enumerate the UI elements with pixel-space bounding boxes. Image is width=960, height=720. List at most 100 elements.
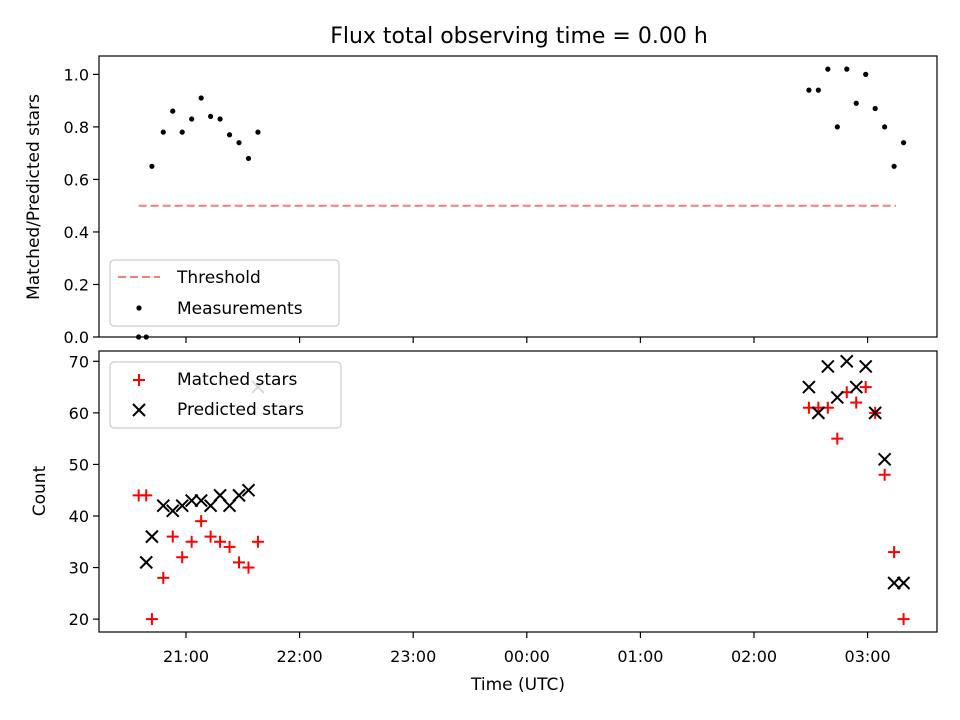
count-y-tick-label: 40 [69,507,89,526]
matched-star-point [850,396,863,409]
measurement-point [236,140,242,146]
chart-title: Flux total observing time = 0.00 h [330,24,708,49]
matched-star-point [223,540,236,553]
ratio-legend: Threshold Measurements [109,259,340,327]
ratio-y-tick-label: 0.6 [64,170,89,189]
predicted-star-point [840,354,854,369]
predicted-star-point [877,452,892,466]
count-y-axis-label: Count [30,465,50,516]
count-legend: Matched stars Predicted stars [109,361,342,429]
predicted-star-point [166,504,180,518]
count-y-tick-label: 70 [69,352,89,371]
measurements-legend-label: Measurements [177,299,303,319]
predicted-star-point [887,576,901,590]
predicted-star-point [232,488,246,503]
matched-star-point [242,561,255,574]
ratio-y-tick-label: 0.4 [64,223,89,242]
measurement-point [882,124,888,130]
matched-star-point [831,432,844,445]
predicted-star-point [184,493,199,508]
measurement-point [863,71,869,77]
measurement-point [170,108,176,114]
matched-star-point [233,556,246,569]
ratio-y-ticks: 0.0 0.2 0.4 0.6 0.8 1.0 [64,65,99,347]
matched-star-point [176,551,189,564]
predicted-star-point [156,498,170,513]
x-tick-label: 02:00 [731,647,777,666]
measurement-point [226,132,233,138]
ratio-y-tick-label: 0.8 [64,118,89,137]
count-y-tick-label: 30 [69,559,89,578]
matched-legend-swatch [133,374,145,386]
x-tick-label: 23:00 [390,647,436,666]
predicted-star-point [849,380,863,394]
ratio-plot-frame [98,55,938,338]
matched-star-point [251,535,264,548]
ratio-legend-box [109,259,340,327]
ratio-y-tick-label: 0.0 [64,328,89,347]
ratio-y-tick-label: 0.2 [64,275,89,294]
measurement-point [217,116,223,122]
predicted-star-point [830,390,845,405]
measurement-point [189,116,195,122]
count-x-ticks: 21:00 22:00 23:00 00:00 01:00 02:00 03:00 [163,632,891,666]
predicted-star-point [145,529,159,544]
count-y-tick-label: 50 [69,455,89,474]
ratio-x-ticks [185,337,869,343]
measurement-point [815,87,821,93]
predicted-star-point [241,483,256,497]
measurement-point [149,163,155,169]
x-tick-label: 22:00 [277,647,323,666]
x-axis-label: Time (UTC) [470,675,565,695]
count-y-ticks: 20 30 40 50 60 70 [69,352,99,629]
predicted-star-point [802,380,816,394]
matched-star-point [878,468,891,481]
matched-star-point [145,613,158,626]
matched-star-point [157,571,170,584]
ratio-y-tick-label: 1.0 [64,65,89,84]
threshold-legend-label: Threshold [176,268,261,288]
matched-star-point [897,613,910,626]
x-tick-label: 01:00 [617,647,663,666]
ratio-y-axis-label: Matched/Predicted stars [24,94,44,300]
predicted-legend-label: Predicted stars [177,400,304,420]
predicted-star-point [139,555,153,570]
predicted-legend-swatch [132,403,146,417]
ratio-series [136,66,907,340]
x-tick-label: 03:00 [845,647,891,666]
measurement-point [825,66,831,72]
matched-legend-label: Matched stars [177,370,297,390]
count-legend-box [109,361,342,429]
matched-star-point [888,546,901,559]
ratio-panel: 0.0 0.2 0.4 0.6 0.8 1.0 Matched/Predicted sta… [24,55,938,347]
matched-star-point [214,535,227,548]
measurement-point [255,129,261,135]
measurement-point [179,129,185,135]
predicted-star-point [194,493,208,508]
measurement-point [806,87,812,93]
measurement-point [208,113,214,120]
measurement-point [872,105,878,112]
matched-star-point [185,535,198,548]
matched-star-point [195,515,208,528]
measurement-point [245,155,252,162]
predicted-star-point [858,359,873,374]
measurements-legend-swatch [136,305,142,311]
measurement-point [853,100,859,106]
predicted-star-point [896,576,911,590]
count-panel: 20 30 40 50 60 70 21:00 22:00 23:00 00:00 01:00 02… [30,350,938,695]
matched-star-point [166,530,179,543]
x-tick-label: 21:00 [163,647,209,666]
measurement-point [160,129,166,135]
x-tick-label: 00:00 [504,647,550,666]
matched-star-point [140,489,153,502]
measurement-point [198,95,204,101]
measurement-point [891,163,897,169]
count-plot-frame [98,350,938,633]
matched-star-point [859,381,872,394]
count-y-tick-label: 60 [69,404,89,423]
predicted-star-point [811,406,826,420]
matched-star-point [204,530,217,543]
measurement-point [844,66,850,72]
